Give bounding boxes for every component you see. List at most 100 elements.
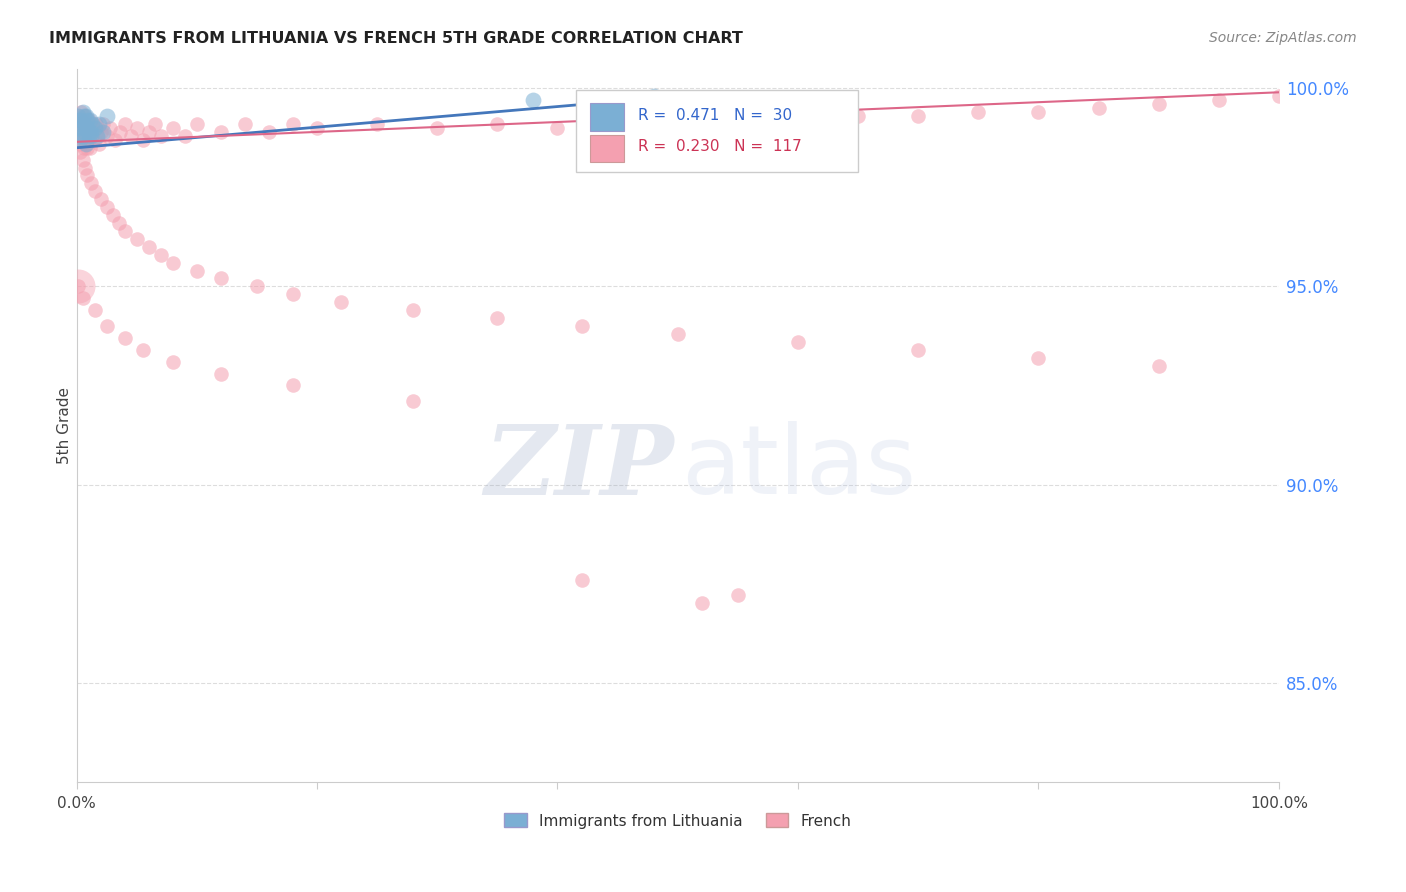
Point (77, 113, 100, 128)
Point (69, 133, 91, 147)
Point (73, 141, 96, 155)
Point (125, 232, 148, 246)
Point (72, 113, 94, 128)
Point (89, 117, 111, 131)
Point (66, 279, 89, 293)
Point (73, 128, 96, 143)
Point (96, 319, 118, 334)
Point (96, 128, 118, 143)
Point (125, 120, 148, 135)
Point (73, 109, 96, 123)
Point (571, 573, 593, 587)
Point (402, 303, 425, 318)
Point (72, 153, 94, 167)
Point (70, 125, 93, 139)
Point (149, 128, 172, 143)
Point (75, 117, 97, 131)
Point (101, 208, 124, 222)
Point (907, 109, 929, 123)
Point (138, 240, 160, 254)
Point (83, 185, 105, 199)
Legend: Immigrants from Lithuania, French: Immigrants from Lithuania, French (498, 807, 858, 835)
Point (75, 136, 97, 151)
Point (787, 113, 810, 128)
Point (73, 117, 96, 131)
Point (402, 394, 425, 409)
Point (82, 117, 104, 131)
Point (107, 216, 129, 230)
Point (77, 125, 100, 139)
Text: atlas: atlas (682, 421, 917, 515)
Point (90, 192, 112, 206)
Point (967, 105, 990, 120)
Point (87, 120, 110, 135)
Point (547, 120, 569, 135)
Point (98, 120, 121, 135)
FancyBboxPatch shape (591, 103, 624, 130)
Point (486, 117, 509, 131)
Point (96, 200, 118, 214)
Point (66, 279, 89, 293)
Point (138, 125, 160, 139)
Point (281, 378, 304, 392)
Point (305, 120, 328, 135)
Point (209, 125, 232, 139)
Point (162, 354, 184, 368)
Point (114, 117, 136, 131)
Point (186, 117, 208, 131)
Point (209, 271, 232, 285)
Point (104, 133, 127, 147)
Point (209, 367, 232, 381)
Point (72, 105, 94, 120)
Point (120, 128, 142, 143)
Point (571, 319, 593, 334)
Point (86, 128, 108, 143)
Point (131, 343, 153, 357)
Point (76, 120, 98, 135)
Point (72, 128, 94, 143)
Text: IMMIGRANTS FROM LITHUANIA VS FRENCH 5TH GRADE CORRELATION CHART: IMMIGRANTS FROM LITHUANIA VS FRENCH 5TH … (49, 31, 744, 46)
Text: ZIP: ZIP (485, 421, 673, 515)
Point (91, 117, 114, 131)
Point (727, 589, 749, 603)
Point (67, 128, 90, 143)
Point (82, 120, 104, 135)
Text: R =  0.471   N =  30: R = 0.471 N = 30 (638, 108, 792, 123)
Point (426, 120, 449, 135)
Point (75, 109, 97, 123)
Point (1028, 351, 1050, 365)
Point (143, 117, 166, 131)
Y-axis label: 5th Grade: 5th Grade (58, 386, 72, 464)
Point (727, 109, 749, 123)
Point (73, 120, 96, 135)
Point (787, 334, 810, 349)
Text: R =  0.230   N =  117: R = 0.230 N = 117 (638, 139, 801, 154)
Point (66, 109, 89, 123)
Point (80, 117, 103, 131)
Point (84, 117, 107, 131)
Point (114, 224, 136, 238)
Point (89, 136, 111, 151)
Point (73, 120, 96, 135)
Point (173, 128, 195, 143)
Point (79, 120, 101, 135)
Point (69, 145, 91, 159)
Point (690, 596, 713, 610)
Point (486, 311, 509, 326)
Point (73, 161, 96, 175)
Point (606, 113, 628, 128)
Point (643, 89, 665, 103)
Point (330, 295, 353, 310)
Point (66, 133, 89, 147)
FancyBboxPatch shape (591, 135, 624, 162)
Point (90, 125, 112, 139)
Point (67, 109, 90, 123)
Point (66, 120, 89, 135)
Point (79, 141, 101, 155)
Point (69, 136, 91, 151)
Point (80, 125, 103, 139)
Point (1028, 105, 1050, 120)
FancyBboxPatch shape (575, 90, 858, 172)
Point (1147, 359, 1170, 373)
Point (91, 125, 114, 139)
